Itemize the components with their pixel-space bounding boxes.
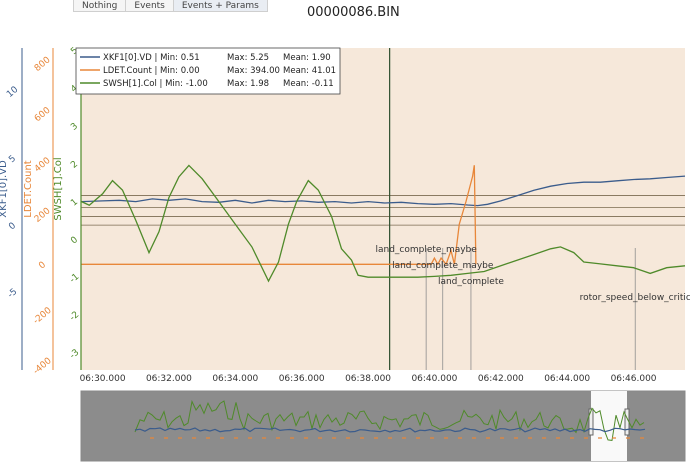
- series-line-swsh-1-col: [80, 164, 686, 283]
- y-tick-group: 1: [69, 197, 80, 208]
- y-tick-label: 5: [7, 154, 18, 165]
- y-axis-title: SWSH[1].Col: [53, 157, 64, 220]
- x-tick-label: 06:46.000: [611, 374, 657, 384]
- legend-box: [75, 47, 341, 95]
- y-tick-label: 4: [69, 83, 80, 95]
- legend-entry-name: XKF1[0].VD | Min: 0.51: [103, 53, 200, 63]
- legend[interactable]: XKF1[0].VD | Min: 0.51 Max: 5.25 Mean: 1.9…: [75, 47, 341, 95]
- y-tick-label: 400: [33, 156, 53, 175]
- y-tick-group: 10: [5, 85, 20, 100]
- y-tick-group: 800: [33, 55, 53, 74]
- x-tick-label: 06:38.000: [345, 374, 391, 384]
- y-tick-group: 0: [37, 260, 48, 272]
- legend-entry-name: SWSH[1].Col | Min: -1.00: [103, 79, 208, 89]
- legend-entry-name: LDET.Count | Min: 0.00: [103, 66, 200, 76]
- y-tick-group: -2: [68, 310, 81, 323]
- y-tick-group: -200: [32, 306, 54, 327]
- x-tick-label: 06:42.000: [478, 374, 524, 384]
- legend-entry-mean: Mean: 41.01: [283, 66, 336, 76]
- y-tick-group: 400: [33, 156, 53, 175]
- y-axis-title-group: LDET.Count: [23, 160, 34, 217]
- y-tick-label: -3: [68, 348, 81, 361]
- x-tick-label: 06:44.000: [544, 374, 590, 384]
- x-tick-label: 06:40.000: [411, 374, 457, 384]
- range-slider-handle-left[interactable]: [588, 408, 594, 436]
- y-tick-group: 4: [69, 83, 80, 95]
- y-tick-label: 10: [5, 85, 20, 100]
- event-label: land_complete: [438, 277, 504, 287]
- x-tick-label: 06:36.000: [279, 374, 325, 384]
- y-tick-label: -2: [68, 310, 81, 323]
- y-tick-label: 1: [69, 197, 80, 208]
- y-tick-label: 0: [37, 260, 48, 272]
- range-slider[interactable]: [80, 390, 686, 462]
- legend-entry-mean: Mean: -0.11: [283, 79, 334, 89]
- y-tick-group: 5: [69, 46, 80, 57]
- y-tick-label: 3: [69, 121, 80, 132]
- legend-entry-max: Max: 1.98: [227, 79, 269, 89]
- y-tick-group: 200: [33, 206, 53, 225]
- legend-entry-mean: Mean: 1.90: [283, 53, 331, 63]
- series-line-ldet-count: [81, 165, 477, 266]
- y-axis-title: XKF1[0].VD: [0, 160, 9, 218]
- series-line-xkf1-0-vd: [80, 175, 686, 207]
- mini-trace-swsh: [134, 399, 645, 441]
- y-tick-group: -5: [6, 287, 19, 300]
- y-tick-group: 2: [69, 159, 80, 170]
- y-tick-label: 0: [7, 221, 18, 233]
- y-tick-label: 5: [69, 46, 80, 57]
- range-slider-handle-right[interactable]: [624, 408, 630, 436]
- y-tick-label: 800: [33, 55, 53, 74]
- y-tick-group: 0: [69, 235, 80, 247]
- events-params-button[interactable]: Events + Params: [172, 0, 268, 12]
- y-tick-group: -1: [68, 272, 81, 285]
- y-tick-label: 600: [33, 105, 53, 124]
- y-tick-label: -1: [68, 272, 81, 285]
- y-axis-title-group: XKF1[0].VD: [0, 160, 9, 218]
- event-mode-toolbar: Nothing Events Events + Params: [73, 0, 268, 12]
- y-tick-group: -3: [68, 348, 81, 361]
- y-tick-group: 0: [7, 221, 18, 233]
- event-label: land_complete_maybe: [375, 245, 477, 255]
- range-slider-background[interactable]: [80, 390, 686, 462]
- event-label: rotor_speed_below_critic: [580, 293, 690, 303]
- page-title: 00000086.BIN: [307, 5, 400, 20]
- y-tick-group: 3: [69, 121, 80, 132]
- event-label: land_complete_maybe: [392, 261, 494, 271]
- mini-trace-xkf: [134, 427, 646, 433]
- legend-entry-max: Max: 394.00: [227, 66, 280, 76]
- y-tick-label: 0: [69, 235, 80, 247]
- y-axis-title-group: SWSH[1].Col: [53, 157, 64, 220]
- y-tick-group: -400: [32, 356, 54, 377]
- x-tick-label: 06:34.000: [212, 374, 258, 384]
- y-tick-label: -400: [32, 356, 54, 377]
- x-tick-label: 06:32.000: [146, 374, 192, 384]
- plot-area[interactable]: [81, 48, 685, 370]
- y-tick-label: -200: [32, 306, 54, 327]
- legend-entry-max: Max: 5.25: [227, 53, 269, 63]
- x-tick-label: 06:30.000: [80, 374, 126, 384]
- y-tick-label: -5: [6, 287, 19, 300]
- y-tick-group: 600: [33, 105, 53, 124]
- range-slider-window[interactable]: [591, 391, 627, 461]
- y-tick-label: 200: [33, 206, 53, 225]
- y-tick-label: 2: [69, 159, 80, 170]
- y-tick-group: 5: [7, 154, 18, 165]
- y-axis-title: LDET.Count: [23, 160, 34, 217]
